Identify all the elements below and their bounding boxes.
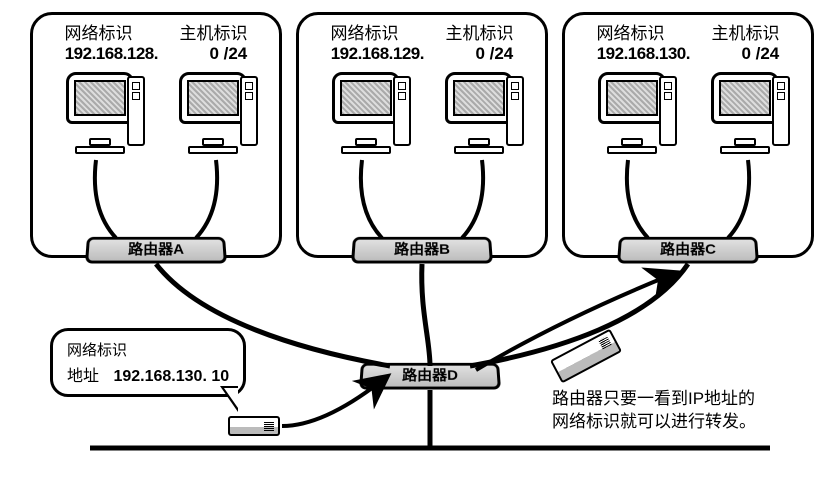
router-d: 路由器D — [359, 363, 501, 390]
address-callout: 网络标识 地址 192.168.130. 10 — [50, 328, 246, 397]
router-d-label: 路由器D — [402, 368, 458, 384]
subnet-box-a: 网络标识 主机标识 192.168.128. 0 /24 — [30, 12, 282, 258]
router-a-label: 路由器A — [128, 242, 184, 258]
subnet-box-c: 网络标识 主机标识 192.168.130. 0 /24 — [562, 12, 814, 258]
hostid-header: 主机标识 — [180, 19, 248, 44]
computer-icon — [589, 72, 675, 158]
netid-value: 192.168.130. — [597, 44, 690, 64]
annotation-text: 路由器只要一看到IP地址的 网络标识就可以进行转发。 — [552, 388, 756, 434]
router-b: 路由器B — [351, 237, 493, 264]
subnet-box-b: 网络标识 主机标识 192.168.129. 0 /24 — [296, 12, 548, 258]
computer-icon — [323, 72, 409, 158]
annotation-line1: 路由器只要一看到IP地址的 — [552, 388, 756, 411]
netid-header: 网络标识 — [331, 19, 399, 44]
netid-header: 网络标识 — [65, 19, 133, 44]
netid-value: 192.168.128. — [65, 44, 158, 64]
annotation-line2: 网络标识就可以进行转发。 — [552, 411, 756, 434]
hostid-value: 0 /24 — [475, 44, 513, 64]
callout-tail — [220, 386, 238, 412]
netid-header: 网络标识 — [597, 19, 665, 44]
computer-icon — [57, 72, 143, 158]
router-a: 路由器A — [85, 237, 227, 264]
netid-label-small: 网络标识 — [67, 339, 229, 360]
computer-icon — [436, 72, 522, 158]
hostid-value: 0 /24 — [209, 44, 247, 64]
packet-outgoing — [550, 329, 622, 384]
hostid-value: 0 /24 — [741, 44, 779, 64]
router-c: 路由器C — [617, 237, 759, 264]
computer-icon — [702, 72, 788, 158]
router-c-label: 路由器C — [660, 242, 716, 258]
hostid-header: 主机标识 — [712, 19, 780, 44]
hostid-header: 主机标识 — [446, 19, 514, 44]
computer-icon — [170, 72, 256, 158]
netid-value: 192.168.129. — [331, 44, 424, 64]
addr-value: 192.168.130. 10 — [113, 368, 229, 385]
router-b-label: 路由器B — [394, 242, 450, 258]
addr-label: 地址 — [67, 368, 99, 385]
packet-incoming — [228, 416, 280, 436]
